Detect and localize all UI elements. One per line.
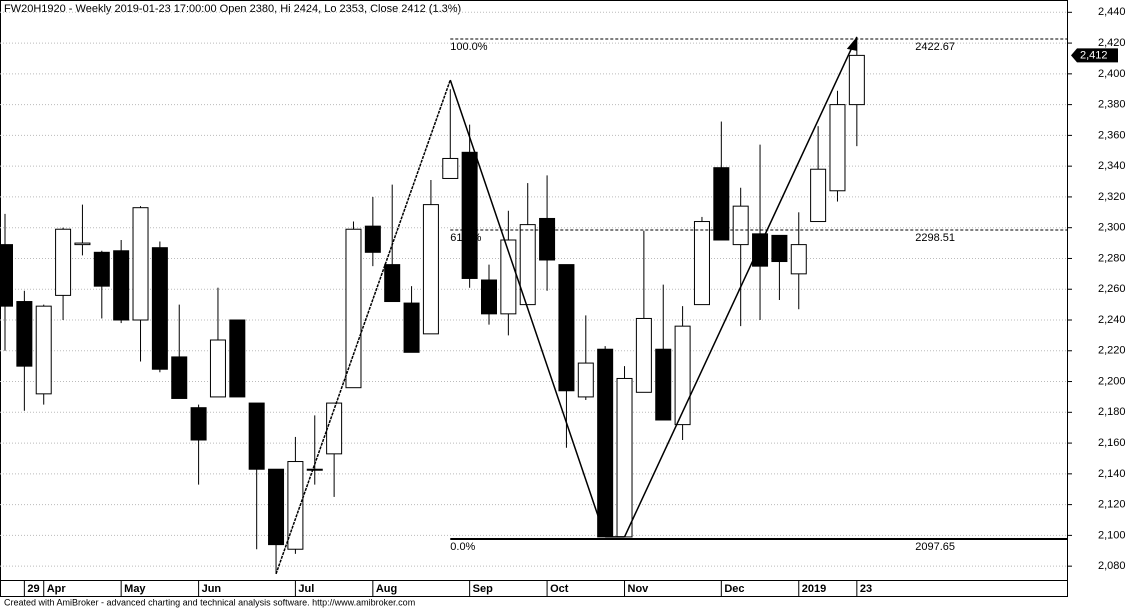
x-tick-label: Sep bbox=[473, 583, 493, 595]
candle-body bbox=[848, 54, 865, 106]
candle-body bbox=[171, 356, 188, 399]
candle-body bbox=[422, 204, 439, 335]
candle-body bbox=[655, 348, 672, 421]
x-tick-label: Oct bbox=[550, 583, 569, 595]
candle-body bbox=[151, 247, 168, 370]
x-tick-label: 2019 bbox=[802, 583, 826, 595]
x-tick-label: May bbox=[124, 583, 146, 595]
y-tick-label: 2,340 bbox=[1098, 160, 1126, 172]
zigzag-segment bbox=[623, 36, 858, 538]
fib-label: 61.8% bbox=[450, 232, 481, 244]
y-tick-label: 2,220 bbox=[1098, 345, 1126, 357]
x-tick-label: Apr bbox=[47, 583, 67, 595]
candle-body bbox=[209, 339, 226, 398]
candle-body bbox=[616, 377, 633, 538]
candle-body bbox=[519, 224, 536, 306]
candle-body bbox=[93, 251, 110, 287]
x-axis-frame bbox=[0, 580, 1068, 597]
candle-body bbox=[635, 317, 652, 393]
zigzag-arrow bbox=[846, 36, 857, 51]
y-tick-label: 2,240 bbox=[1098, 314, 1126, 326]
candle-body bbox=[577, 362, 594, 398]
candle-body bbox=[306, 468, 323, 471]
candle-body bbox=[790, 244, 807, 275]
candle-body bbox=[500, 239, 517, 315]
y-tick-label: 2,400 bbox=[1098, 68, 1126, 80]
y-tick-label: 2,080 bbox=[1098, 560, 1126, 572]
candle-body bbox=[713, 167, 730, 241]
x-tick-label: Jul bbox=[298, 583, 314, 595]
x-tick-label: Nov bbox=[628, 583, 650, 595]
candle-body bbox=[287, 461, 304, 550]
candle-body bbox=[810, 168, 827, 223]
y-tick-label: 2,280 bbox=[1098, 252, 1126, 264]
candle-body bbox=[55, 228, 72, 296]
candle-body bbox=[190, 407, 207, 441]
chart-title: FW20H1920 - Weekly 2019-01-23 17:00:00 O… bbox=[4, 3, 461, 15]
fib-label: 0.0% bbox=[450, 541, 475, 553]
candle-body bbox=[829, 104, 846, 192]
x-tick-label: 23 bbox=[860, 583, 872, 595]
y-tick-label: 2,260 bbox=[1098, 283, 1126, 295]
y-tick-label: 2,300 bbox=[1098, 222, 1126, 234]
candle-body bbox=[384, 264, 401, 303]
candle-body bbox=[35, 305, 52, 395]
y-tick-label: 2,360 bbox=[1098, 129, 1126, 141]
zigzag-segment bbox=[275, 79, 451, 575]
candle-body bbox=[0, 244, 13, 307]
candle-body bbox=[74, 242, 91, 246]
fib-value: 2298.51 bbox=[915, 232, 955, 244]
candle-body bbox=[539, 217, 556, 261]
candle-body bbox=[229, 319, 246, 398]
candle-body bbox=[132, 207, 149, 321]
zigzag-segment bbox=[449, 79, 606, 538]
last-price-box bbox=[1071, 48, 1118, 63]
candle-body bbox=[732, 205, 749, 246]
x-tick-label: Jun bbox=[202, 583, 222, 595]
candle-body bbox=[693, 221, 710, 306]
y-tick-label: 2,180 bbox=[1098, 406, 1126, 418]
y-tick-label: 2,320 bbox=[1098, 191, 1126, 203]
candle-body bbox=[481, 279, 497, 315]
candle-body bbox=[345, 228, 362, 389]
candle-body bbox=[442, 157, 459, 179]
candle-body bbox=[674, 325, 691, 426]
candle-body bbox=[597, 348, 614, 538]
candle-body bbox=[113, 250, 130, 321]
footer: Created with AmiBroker - advanced charti… bbox=[4, 597, 415, 607]
candle-body bbox=[16, 301, 33, 367]
candle-body bbox=[752, 233, 769, 267]
y-tick-label: 2,420 bbox=[1098, 37, 1126, 49]
y-tick-label: 2,160 bbox=[1098, 437, 1126, 449]
candle-body bbox=[248, 402, 265, 470]
y-tick-label: 2,140 bbox=[1098, 468, 1126, 480]
candle-body bbox=[403, 302, 420, 353]
candle-body bbox=[771, 234, 788, 263]
last-price-label: 2,412 bbox=[1080, 49, 1108, 61]
x-tick-label: Dec bbox=[724, 583, 744, 595]
candle-body bbox=[558, 264, 575, 392]
candle-body bbox=[268, 468, 285, 546]
candle-body bbox=[364, 225, 381, 253]
y-tick-label: 2,100 bbox=[1098, 529, 1126, 541]
y-tick-label: 2,200 bbox=[1098, 375, 1126, 387]
y-tick-label: 2,440 bbox=[1098, 6, 1126, 18]
fib-value: 2422.67 bbox=[915, 41, 955, 53]
x-tick-label: Aug bbox=[376, 583, 397, 595]
x-tick-label: 29 bbox=[27, 583, 39, 595]
y-tick-label: 2,120 bbox=[1098, 499, 1126, 511]
candle-body bbox=[461, 151, 478, 279]
fib-value: 2097.65 bbox=[915, 541, 955, 553]
y-tick-label: 2,380 bbox=[1098, 99, 1126, 111]
fib-label: 100.0% bbox=[450, 41, 488, 53]
